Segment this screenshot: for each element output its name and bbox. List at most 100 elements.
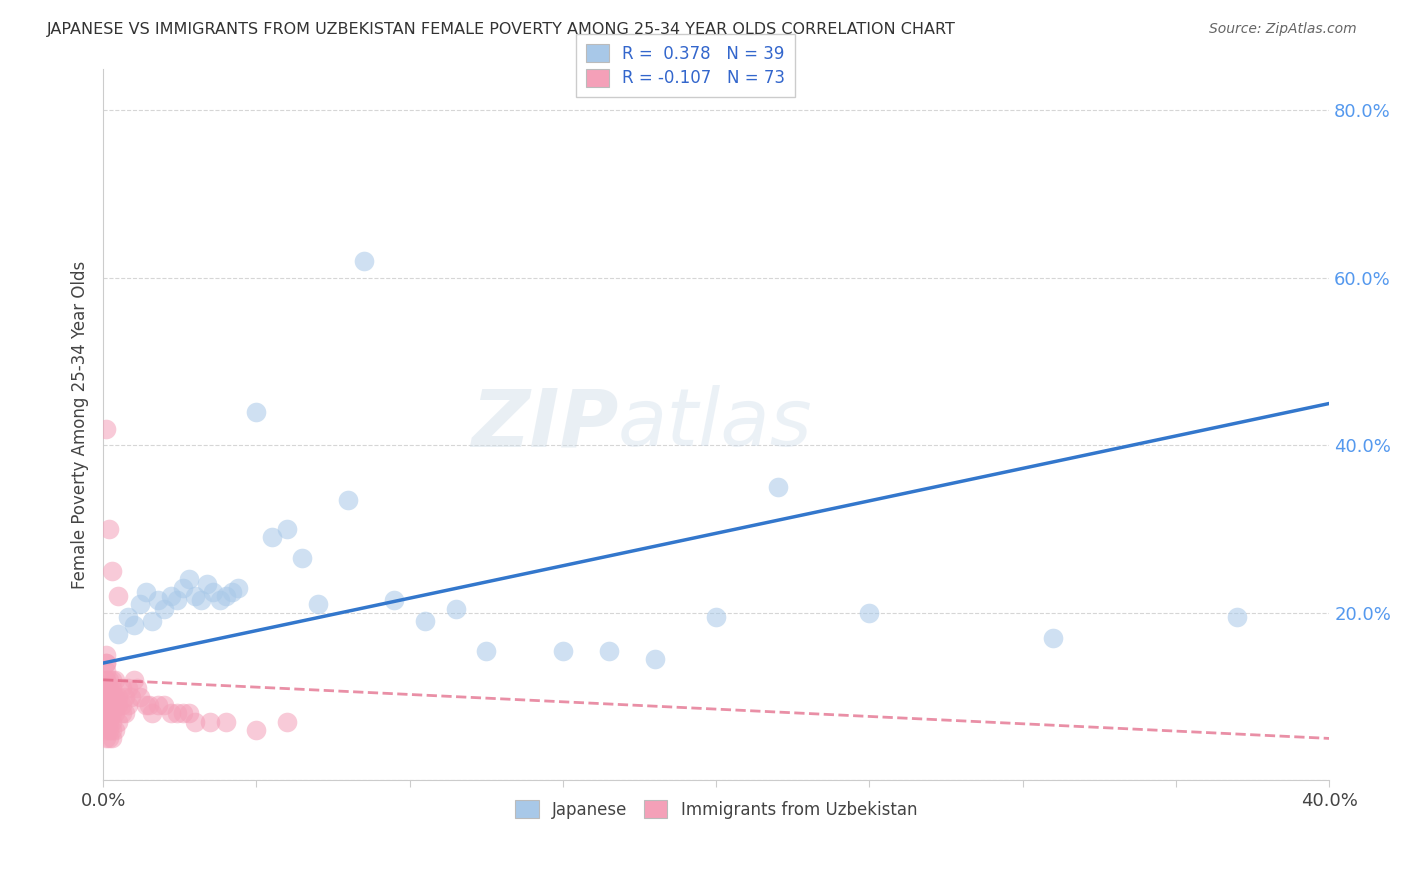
Point [114,690,136,704]
Point [353,254,375,268]
Point [382,593,405,607]
Point [107,714,129,729]
Point [276,522,298,536]
Point [96,714,118,729]
Point [135,698,157,712]
Point [98,681,121,696]
Point [1226,610,1249,624]
Point [104,673,127,687]
Point [98,731,121,746]
Point [101,731,124,746]
Point [122,618,145,632]
Point [215,589,238,603]
Point [98,673,121,687]
Point [98,698,121,712]
Point [245,405,267,419]
Point [245,723,267,737]
Point [96,656,118,670]
Point [276,714,298,729]
Y-axis label: Female Poverty Among 25-34 Year Olds: Female Poverty Among 25-34 Year Olds [72,260,89,589]
Point [195,576,218,591]
Point [148,593,170,607]
Point [141,706,163,721]
Point [96,665,118,679]
Point [96,690,118,704]
Point [766,480,789,494]
Point [307,598,329,612]
Point [159,589,181,603]
Point [101,681,124,696]
Point [413,614,436,628]
Point [101,698,124,712]
Point [475,643,498,657]
Point [221,585,243,599]
Point [129,690,152,704]
Point [104,723,127,737]
Point [114,706,136,721]
Point [1042,631,1064,645]
Point [96,421,118,435]
Point [598,643,620,657]
Text: Source: ZipAtlas.com: Source: ZipAtlas.com [1209,22,1357,37]
Point [172,581,194,595]
Point [98,690,121,704]
Point [96,648,118,662]
Point [215,714,238,729]
Point [96,706,118,721]
Point [107,589,129,603]
Point [135,585,157,599]
Text: JAPANESE VS IMMIGRANTS FROM UZBEKISTAN FEMALE POVERTY AMONG 25-34 YEAR OLDS CORR: JAPANESE VS IMMIGRANTS FROM UZBEKISTAN F… [46,22,955,37]
Point [98,522,121,536]
Point [444,601,467,615]
Point [202,585,225,599]
Point [98,706,121,721]
Point [96,723,118,737]
Point [117,681,139,696]
Point [337,492,360,507]
Point [117,610,139,624]
Point [166,706,188,721]
Point [104,706,127,721]
Point [141,614,163,628]
Point [104,698,127,712]
Point [98,723,121,737]
Point [101,564,124,578]
Point [190,593,212,607]
Point [122,673,145,687]
Point [96,673,118,687]
Text: atlas: atlas [619,385,813,464]
Point [101,690,124,704]
Point [291,551,314,566]
Legend: Japanese, Immigrants from Uzbekistan: Japanese, Immigrants from Uzbekistan [509,793,924,825]
Point [172,706,194,721]
Point [98,690,121,704]
Point [129,598,152,612]
Point [96,681,118,696]
Point [96,714,118,729]
Point [208,593,231,607]
Point [96,690,118,704]
Point [153,601,176,615]
Point [120,690,142,704]
Point [96,698,118,712]
Point [644,652,666,666]
Point [138,698,160,712]
Point [159,706,181,721]
Text: ZIP: ZIP [471,385,619,464]
Point [110,698,132,712]
Point [125,681,148,696]
Point [200,714,222,729]
Point [858,606,880,620]
Point [177,572,200,586]
Point [96,690,118,704]
Point [148,698,170,712]
Point [98,714,121,729]
Point [107,690,129,704]
Point [101,714,124,729]
Point [101,706,124,721]
Point [110,681,132,696]
Point [96,656,118,670]
Point [184,589,207,603]
Point [226,581,249,595]
Point [153,698,176,712]
